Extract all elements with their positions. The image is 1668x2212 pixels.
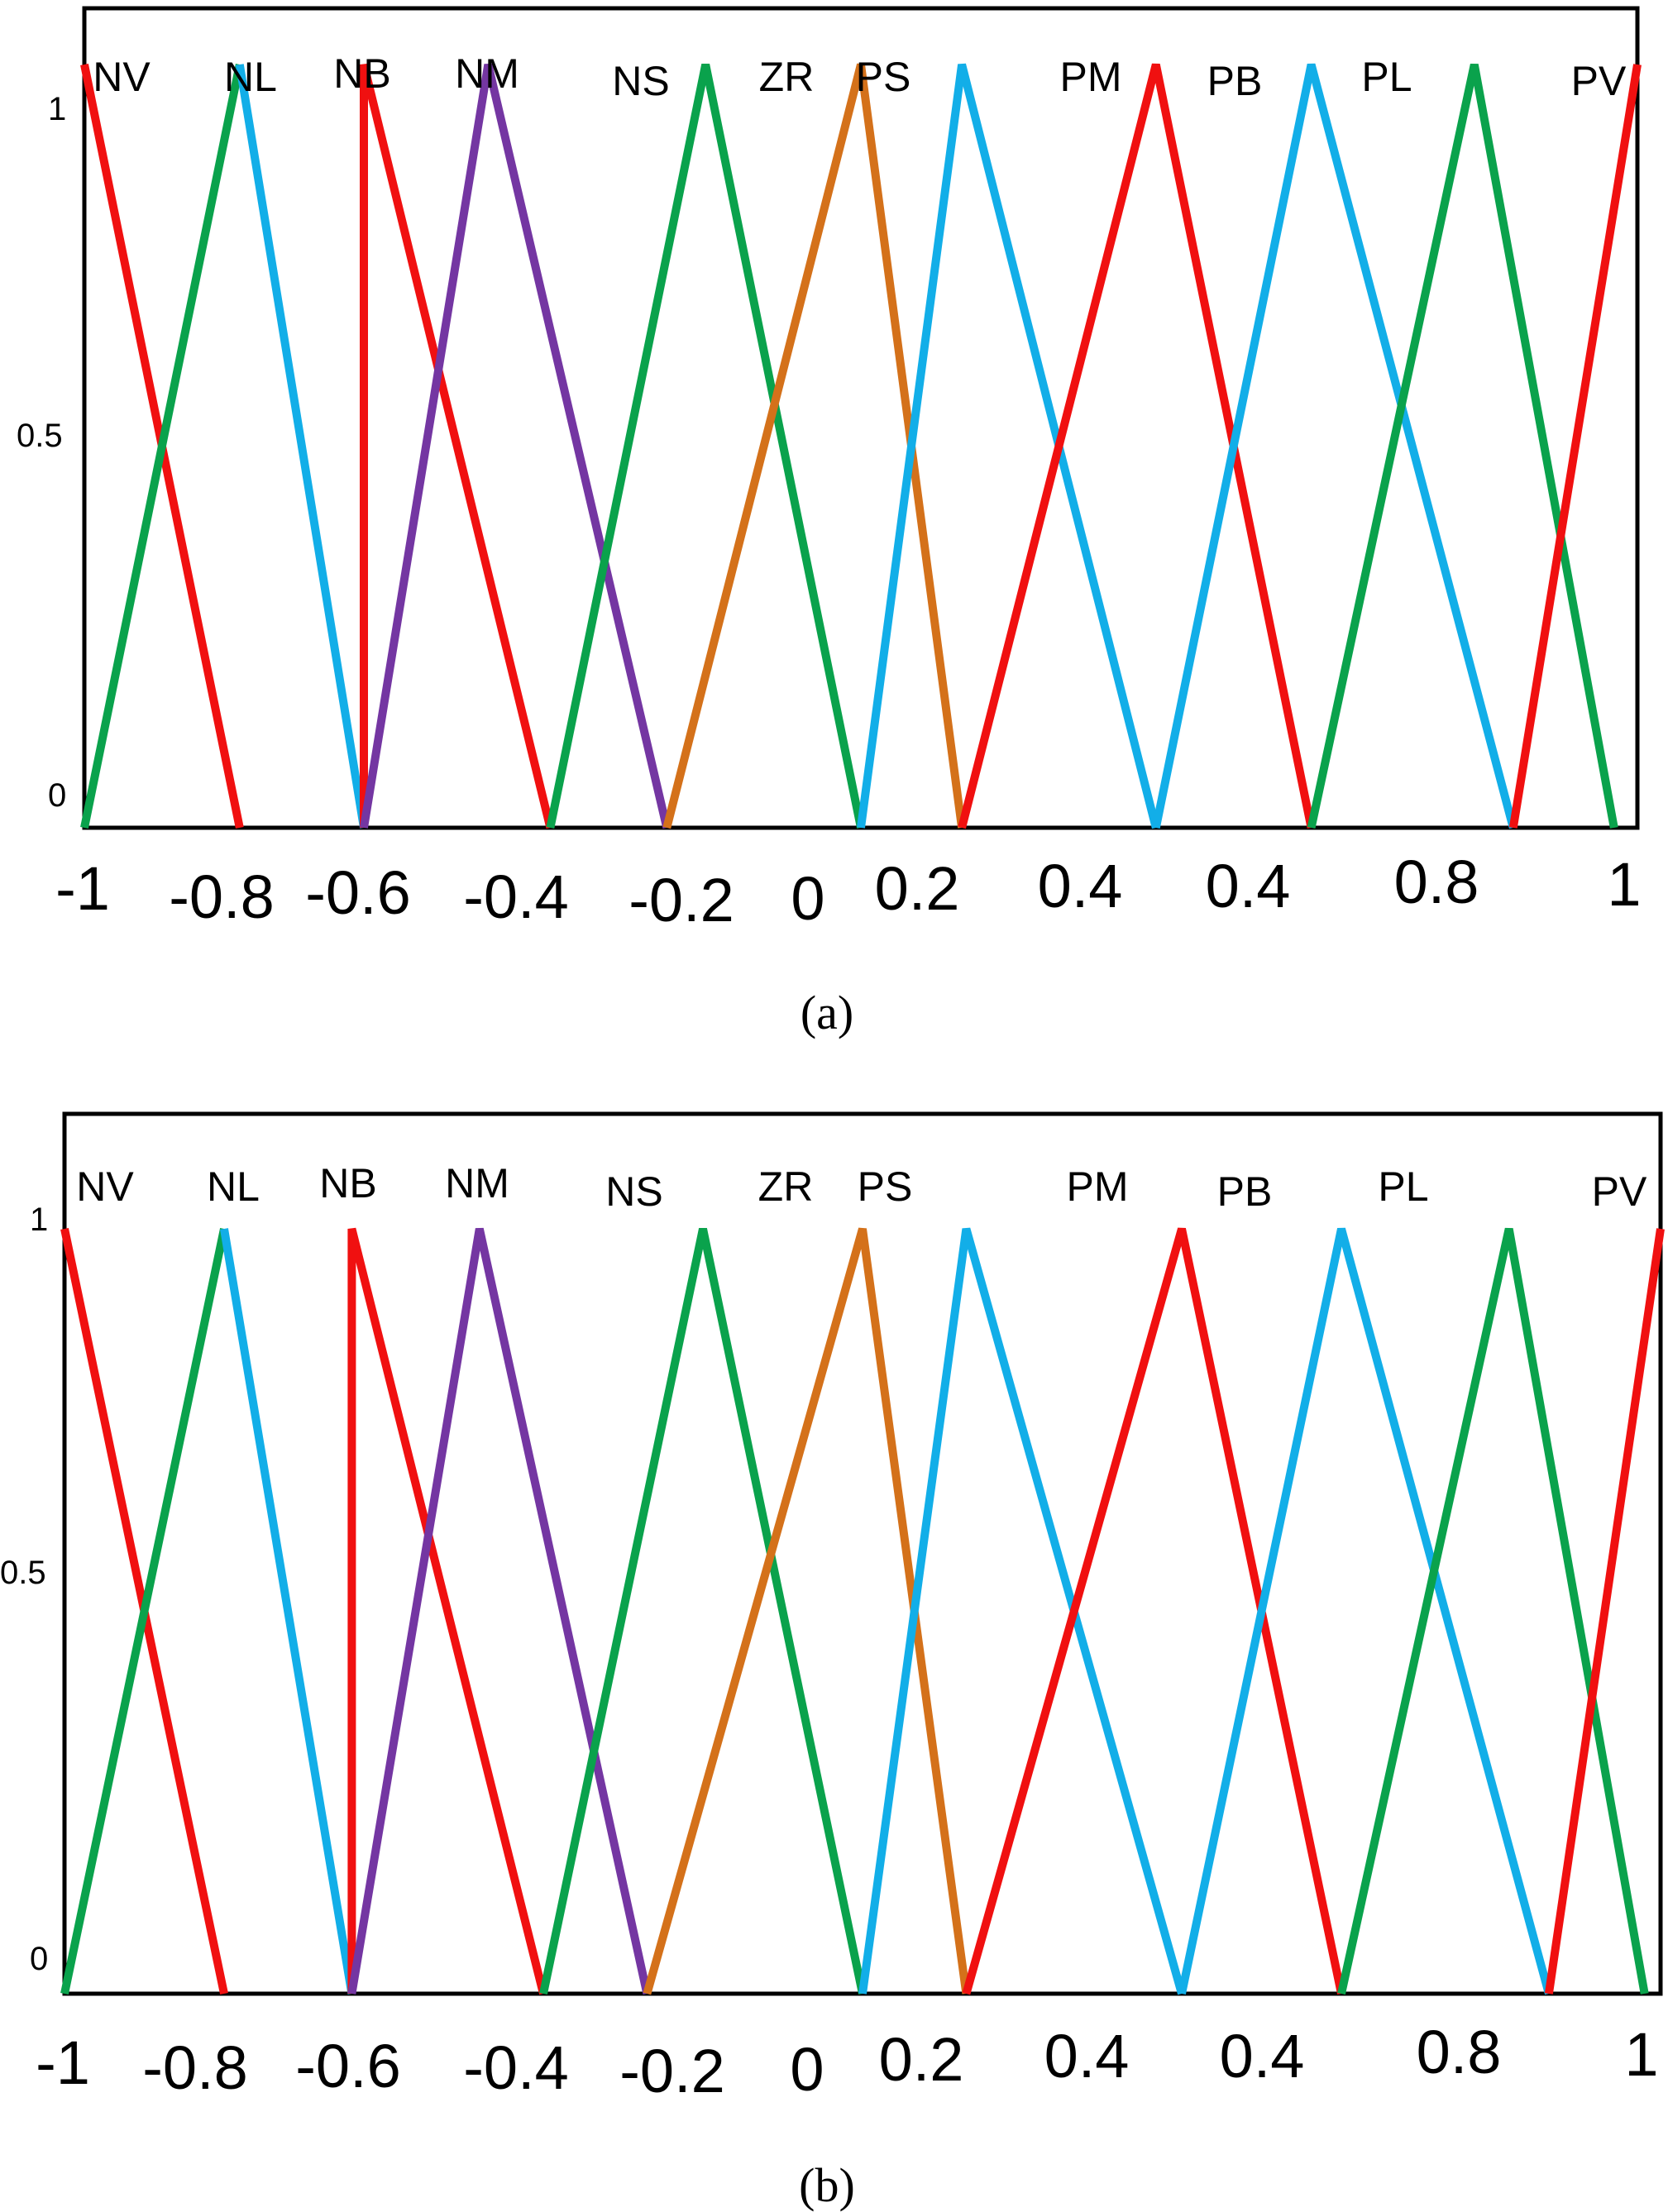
panel-a-caption: (a) [801,986,853,1039]
mf-line-ps-7 [857,63,1160,829]
mf-label-ps: PS [858,1163,913,1210]
x-tick-minus-0-8: -0.8 [142,2033,248,2102]
x-tick-minus-1: -1 [55,854,110,923]
mf-label-zr: ZR [758,1163,814,1210]
y-tick-1: 1 [48,91,66,127]
mf-label-nb: NB [319,1160,376,1206]
mf-label-pv: PV [1592,1168,1647,1215]
mf-line-pb-9 [1178,1227,1553,1995]
mf-label-pb: PB [1217,1168,1273,1215]
mf-label-nm: NM [455,50,519,97]
mf-label-pv: PV [1571,58,1627,104]
x-tick-minus-0-2: -0.2 [628,866,734,934]
x-tick-minus-0-8: -0.8 [169,862,275,931]
mf-label-nv: NV [93,54,151,100]
mf-line-ps-7 [858,1227,1186,1995]
x-tick-0-2: 0.2 [875,854,960,923]
x-tick-0-4-a: 0.4 [1044,2022,1130,2090]
mf-line-pv-11 [1508,64,1642,829]
x-tick-0-4-b: 0.4 [1206,852,1291,920]
mf-line-nm-4 [360,63,672,829]
y-tick-0: 0 [30,1941,48,1977]
mf-label-pm: PM [1067,1163,1129,1210]
mf-label-pl: PL [1378,1163,1428,1210]
mf-line-zr-6 [643,1227,971,1995]
panel-a-y-ticks: 1 0.5 0 [17,91,66,814]
x-tick-0-4-b: 0.4 [1220,2022,1305,2090]
mf-line-nm-4 [347,1227,652,1995]
x-tick-1: 1 [1607,850,1641,919]
panel-b-x-ticks: -1 -0.8 -0.6 -0.4 -0.2 0 0.2 0.4 0.4 0.8… [36,2018,1658,2105]
mf-line-pl-10 [1337,1227,1649,1995]
y-tick-0-5: 0.5 [0,1555,46,1591]
x-tick-minus-0-4: -0.4 [463,2033,569,2102]
mf-label-zr: ZR [759,54,815,100]
mf-line-nb-3 [360,63,555,829]
mf-label-ps: PS [856,54,911,100]
panel-b-y-ticks: 1 0.5 0 [0,1202,48,1977]
panel-b-mf-labels: NV NL NB NM NS ZR PS PM PB PL PV [76,1160,1647,1215]
mf-label-nb: NB [333,50,390,97]
panel-a-mf-labels: NV NL NB NM NS ZR PS PM PB PL PV [93,50,1627,104]
x-tick-minus-0-2: -0.2 [619,2037,725,2105]
panel-a-plot-lines [80,63,1642,829]
x-tick-minus-0-6: -0.6 [295,2032,401,2100]
x-tick-minus-0-6: -0.6 [305,858,411,927]
mf-line-pm-8 [958,63,1316,829]
mf-line-pb-9 [1151,63,1517,829]
mf-label-ns: NS [605,1168,662,1215]
x-tick-0-4-a: 0.4 [1038,852,1123,920]
mf-label-pb: PB [1207,58,1263,104]
panel-a-x-ticks: -1 -0.8 -0.6 -0.4 -0.2 0 0.2 0.4 0.4 0.8… [55,848,1641,934]
x-tick-minus-0-4: -0.4 [463,862,569,931]
mf-line-pv-11 [1544,1228,1665,1995]
y-tick-1: 1 [30,1202,48,1238]
mf-label-nm: NM [445,1160,509,1206]
mf-line-ns-5 [539,1227,867,1995]
panel-b: NV NL NB NM NS ZR PS PM PB PL PV 1 0.5 0… [0,1111,1665,2212]
x-tick-1: 1 [1624,2020,1658,2089]
x-tick-0: 0 [791,864,824,933]
mf-label-pl: PL [1361,54,1412,100]
mf-line-nl-2 [235,64,368,829]
x-tick-0-8: 0.8 [1394,848,1479,916]
mf-label-nv: NV [76,1163,134,1210]
y-tick-0: 0 [48,777,66,814]
panel-a: NV NL NB NM NS ZR PS PM PB PL PV 1 0.5 0… [17,6,1642,1039]
x-tick-0-8: 0.8 [1417,2018,1502,2086]
mf-line-pl-10 [1307,63,1618,829]
mf-line-nl-1 [60,1227,228,1995]
panel-b-caption: (b) [799,2158,855,2212]
mf-line-nb-3 [347,1227,547,1995]
panel-b-plot-lines [60,1227,1665,1995]
y-tick-0-5: 0.5 [17,418,63,454]
mf-line-nl-2 [220,1228,356,1995]
x-tick-0-2: 0.2 [879,2025,964,2094]
mf-line-ns-5 [546,64,865,829]
mf-line-nl-1 [80,64,244,829]
mf-label-pm: PM [1060,54,1122,100]
mf-line-zr-6 [662,63,967,829]
mf-line-pm-8 [962,1227,1345,1995]
x-tick-minus-1: -1 [36,2028,90,2097]
mf-label-nl: NL [224,54,277,100]
x-tick-0: 0 [790,2035,824,2104]
mf-label-nl: NL [207,1163,260,1210]
mf-label-ns: NS [612,58,669,104]
